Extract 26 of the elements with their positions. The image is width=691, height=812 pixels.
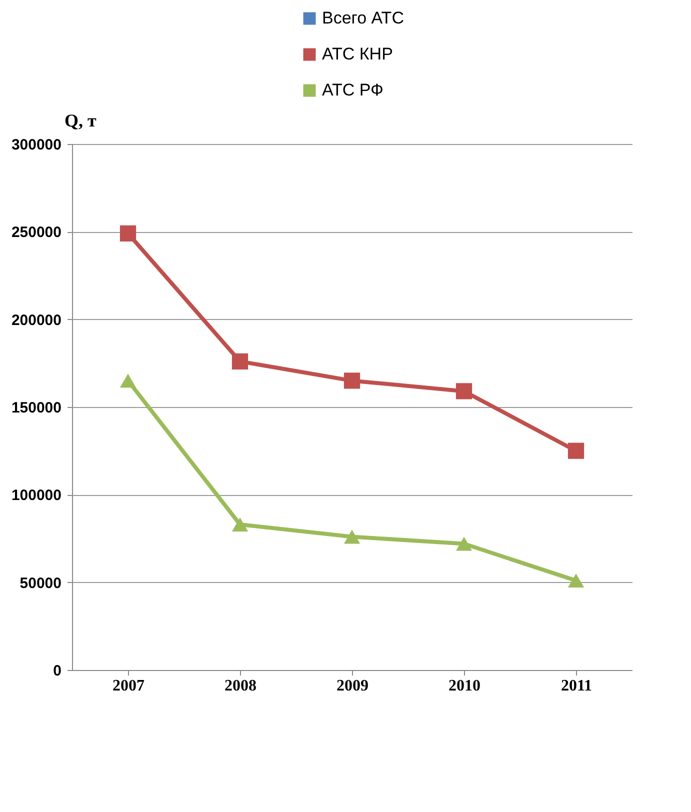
y-tick-label: 50000 [20, 574, 62, 592]
x-tick-label: 2010 [448, 678, 480, 694]
point [232, 353, 248, 370]
y-tick-label: 100000 [11, 487, 62, 504]
x-tick-label: 2011 [560, 678, 592, 694]
point [456, 383, 472, 400]
y-tick-label: 300000 [11, 136, 62, 154]
y-tick-label: 200000 [11, 312, 62, 329]
point [120, 374, 136, 388]
point [120, 225, 136, 242]
y-tick-label: 0 [53, 662, 62, 680]
point [568, 442, 584, 459]
x-tick-label: 2009 [336, 678, 368, 694]
y-tick-label: 150000 [11, 400, 62, 416]
legend-label: Всего АТС [322, 8, 404, 28]
y-tick-label: 250000 [11, 224, 62, 242]
point [344, 372, 360, 389]
legend-label: АТС РФ [322, 80, 384, 100]
point [344, 530, 360, 544]
legend-label: АТС КНР [322, 44, 393, 64]
x-tick-label: 2008 [224, 678, 256, 694]
point [232, 517, 248, 532]
y-axis-title: Q, т [64, 110, 96, 130]
point [456, 536, 472, 551]
point [568, 574, 584, 588]
x-tick-label: 2007 [112, 678, 144, 694]
